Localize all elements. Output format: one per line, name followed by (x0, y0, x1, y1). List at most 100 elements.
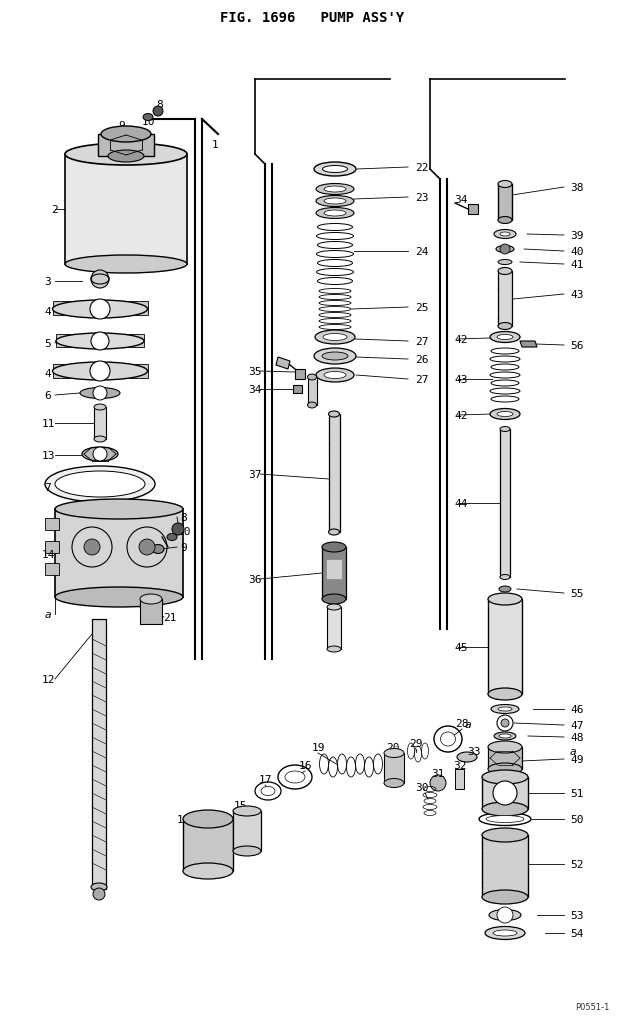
Ellipse shape (384, 749, 404, 758)
Ellipse shape (140, 594, 162, 604)
Bar (500, 430, 510, 578)
Ellipse shape (143, 114, 153, 121)
Ellipse shape (457, 752, 477, 762)
Ellipse shape (482, 770, 528, 785)
Bar (308, 378, 317, 406)
Bar (488, 599, 522, 694)
Text: 2: 2 (52, 205, 59, 215)
Text: 9: 9 (119, 121, 125, 130)
Circle shape (153, 107, 163, 117)
Ellipse shape (485, 926, 525, 940)
Ellipse shape (482, 828, 528, 842)
Ellipse shape (322, 594, 346, 604)
Ellipse shape (183, 863, 233, 879)
Bar (98, 135, 154, 157)
Ellipse shape (497, 412, 513, 417)
Bar (45, 519, 59, 531)
Ellipse shape (56, 333, 144, 350)
Text: 3: 3 (45, 277, 51, 286)
Text: 42: 42 (454, 411, 467, 421)
Ellipse shape (384, 779, 404, 788)
Text: 4: 4 (45, 369, 51, 379)
Text: 12: 12 (41, 675, 55, 685)
Text: 17: 17 (258, 774, 271, 785)
Ellipse shape (120, 146, 130, 151)
Ellipse shape (94, 405, 106, 411)
Polygon shape (468, 205, 478, 215)
Ellipse shape (314, 163, 356, 177)
Ellipse shape (65, 144, 187, 166)
Ellipse shape (494, 230, 516, 239)
Text: 20: 20 (386, 742, 400, 752)
Text: 50: 50 (570, 814, 583, 824)
Ellipse shape (322, 353, 348, 361)
Text: 54: 54 (570, 928, 583, 938)
Ellipse shape (327, 646, 341, 652)
Bar (45, 541, 59, 553)
Ellipse shape (101, 127, 151, 143)
Circle shape (493, 782, 517, 805)
Ellipse shape (499, 735, 511, 739)
Bar (53, 302, 148, 316)
Text: 47: 47 (570, 720, 583, 731)
Ellipse shape (316, 184, 354, 196)
Ellipse shape (500, 427, 510, 432)
Text: 22: 22 (415, 163, 429, 173)
Bar (498, 184, 512, 221)
Text: 46: 46 (570, 704, 583, 714)
Text: 26: 26 (415, 355, 429, 365)
Text: 33: 33 (467, 746, 480, 756)
Text: 28: 28 (456, 718, 469, 729)
Ellipse shape (482, 891, 528, 904)
Ellipse shape (52, 363, 147, 381)
Ellipse shape (486, 815, 524, 822)
Text: 10: 10 (141, 117, 155, 127)
Text: 13: 13 (41, 450, 55, 461)
Ellipse shape (285, 771, 305, 784)
Ellipse shape (315, 331, 355, 344)
Circle shape (91, 332, 109, 351)
Ellipse shape (488, 741, 522, 753)
Ellipse shape (82, 447, 118, 462)
Bar (56, 334, 144, 347)
Text: 1: 1 (212, 140, 218, 150)
Ellipse shape (233, 806, 261, 816)
Circle shape (430, 775, 446, 791)
Ellipse shape (489, 910, 521, 920)
Text: 44: 44 (454, 498, 467, 508)
Bar (140, 599, 162, 625)
Bar (498, 272, 512, 327)
Ellipse shape (261, 787, 275, 796)
Text: 41: 41 (570, 260, 583, 270)
Text: a: a (45, 609, 51, 620)
Circle shape (90, 362, 110, 382)
Text: 27: 27 (415, 375, 429, 384)
Ellipse shape (500, 232, 510, 236)
Text: 34: 34 (248, 384, 261, 394)
Ellipse shape (324, 199, 346, 205)
Bar (92, 620, 106, 890)
Ellipse shape (497, 335, 513, 340)
Ellipse shape (55, 499, 183, 520)
Text: 52: 52 (570, 859, 583, 869)
Circle shape (501, 719, 509, 728)
Text: 40: 40 (570, 247, 583, 257)
Ellipse shape (491, 705, 519, 713)
Text: 35: 35 (248, 367, 261, 377)
Ellipse shape (498, 323, 512, 330)
Circle shape (139, 539, 155, 555)
Ellipse shape (55, 587, 183, 607)
Ellipse shape (493, 930, 517, 936)
Ellipse shape (327, 604, 341, 610)
Circle shape (90, 300, 110, 320)
Text: 19: 19 (311, 742, 324, 752)
Text: 36: 36 (248, 575, 261, 585)
Text: 15: 15 (233, 800, 246, 810)
Text: 34: 34 (454, 195, 467, 205)
Text: 21: 21 (163, 612, 177, 623)
Bar (65, 155, 187, 265)
Ellipse shape (496, 247, 514, 254)
Text: P0551-1: P0551-1 (575, 1002, 610, 1011)
Ellipse shape (488, 688, 522, 700)
Text: 30: 30 (415, 783, 429, 792)
